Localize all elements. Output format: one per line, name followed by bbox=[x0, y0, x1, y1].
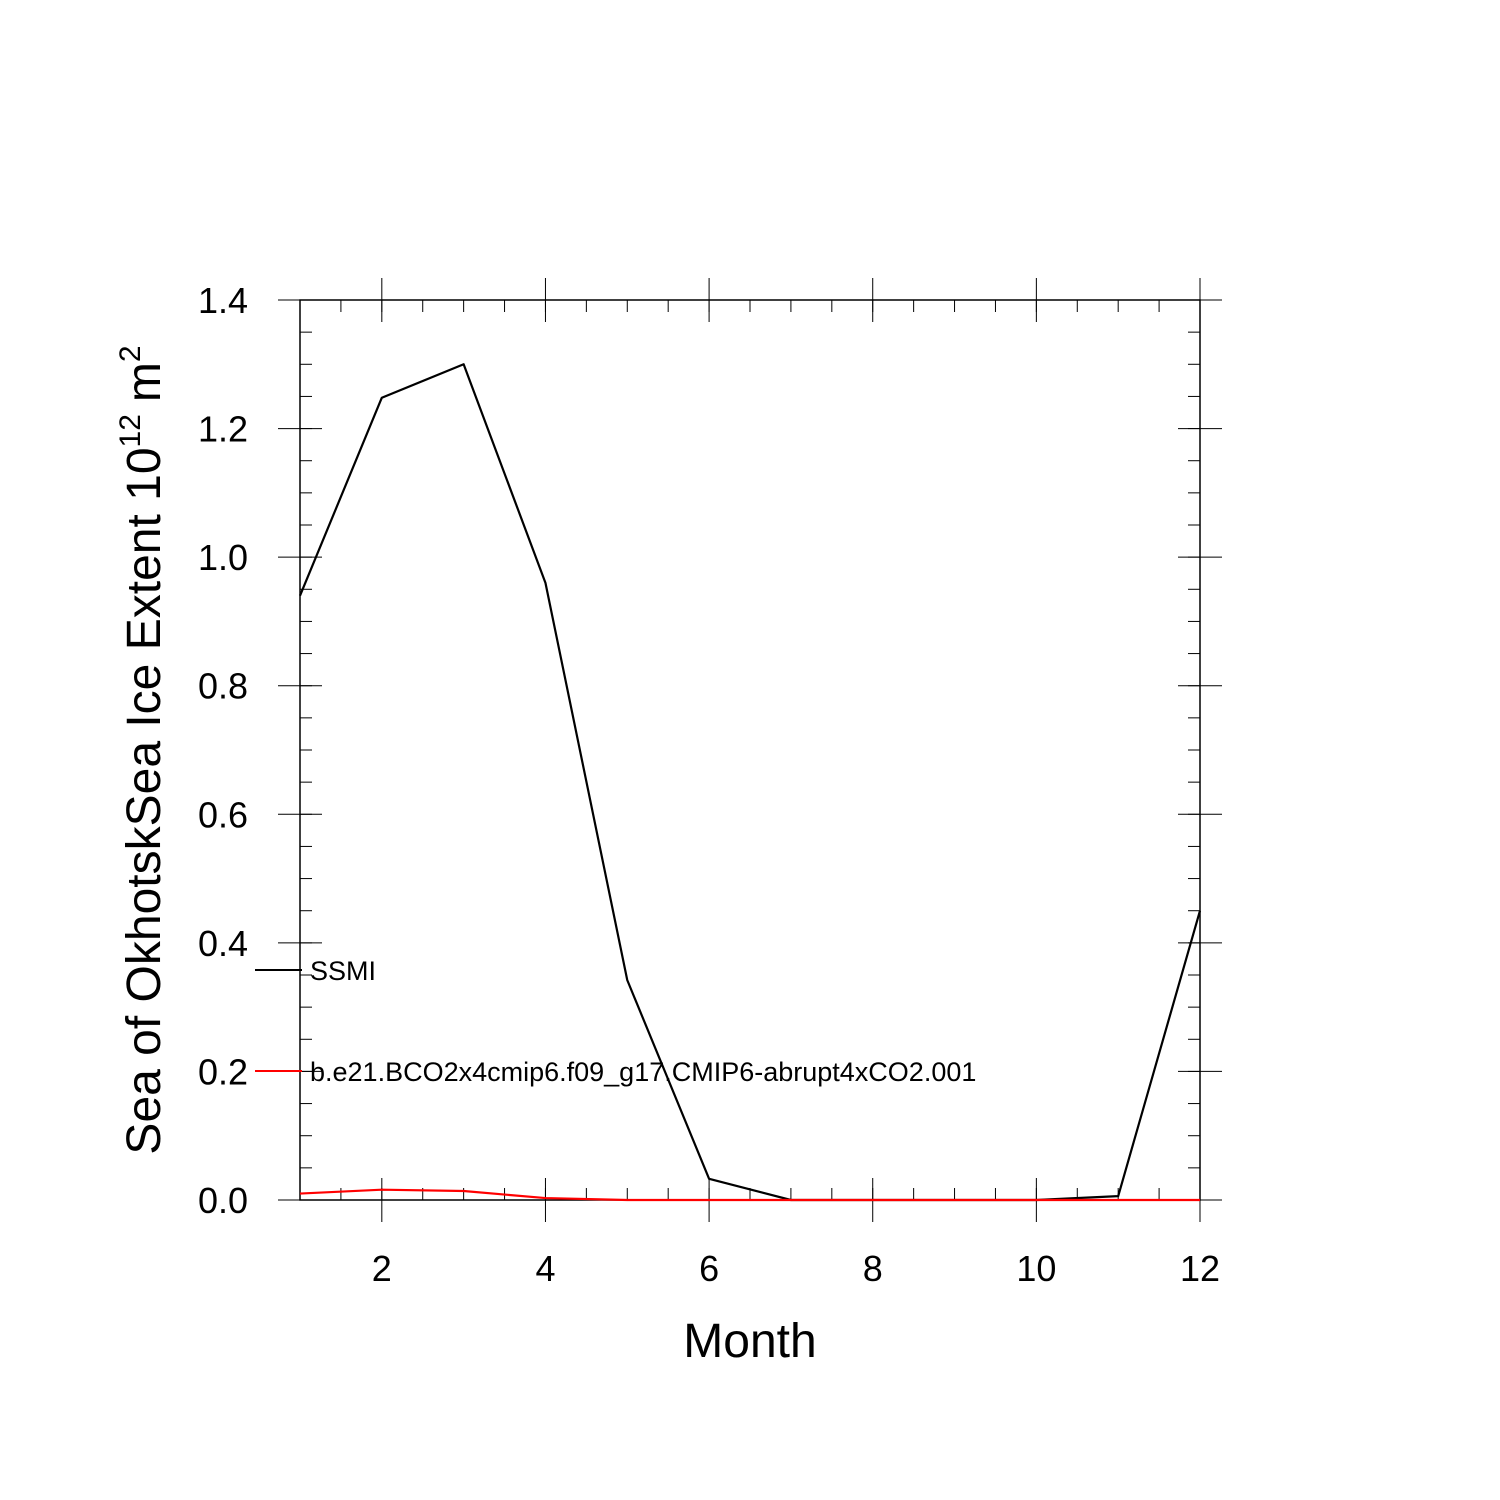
legend-label: b.e21.BCO2x4cmip6.f09_g17.CMIP6-abrupt4x… bbox=[310, 1057, 976, 1087]
y-axis-label: Sea of OkhotskSea Ice Extent 1012 m2 bbox=[114, 345, 171, 1154]
x-axis-label: Month bbox=[683, 1315, 816, 1368]
y-axis-label-exponent: 12 bbox=[114, 414, 147, 447]
series-line-2 bbox=[299, 1188, 1200, 1202]
x-tick-label: 10 bbox=[1016, 1248, 1056, 1289]
y-tick-label: 0.2 bbox=[198, 1051, 248, 1092]
y-tick-label: 1.0 bbox=[198, 537, 248, 578]
series-lines bbox=[298, 363, 1202, 1202]
y-tick-label: 0.0 bbox=[198, 1180, 248, 1221]
y-tick-label: 0.4 bbox=[198, 923, 248, 964]
x-tick-label: 2 bbox=[372, 1248, 392, 1289]
y-tick-label: 1.2 bbox=[198, 409, 248, 450]
x-tick-label: 4 bbox=[535, 1248, 555, 1289]
y-axis-label-text: Sea of OkhotskSea Ice Extent 10 bbox=[118, 447, 171, 1154]
x-tick-label: 8 bbox=[863, 1248, 883, 1289]
y-tick-label: 1.4 bbox=[198, 280, 248, 321]
x-tick-label: 12 bbox=[1180, 1248, 1220, 1289]
y-tick-label: 0.6 bbox=[198, 794, 248, 835]
y-axis-label-unit: m bbox=[118, 362, 171, 402]
y-axis-label-unit-exponent: 2 bbox=[114, 345, 147, 362]
tick-labels: 2 4 6 8 10 12 0.0 0.2 0.4 0.6 0.8 1.0 1.2 1.4 bbox=[198, 280, 1220, 1289]
legend-label: SSMI bbox=[310, 956, 376, 986]
legend: SSMI b.e21.BCO2x4cmip6.f09_g17.CMIP6-abru… bbox=[255, 956, 976, 1087]
y-tick-label: 0.8 bbox=[198, 666, 248, 707]
x-tick-label: 6 bbox=[699, 1248, 719, 1289]
